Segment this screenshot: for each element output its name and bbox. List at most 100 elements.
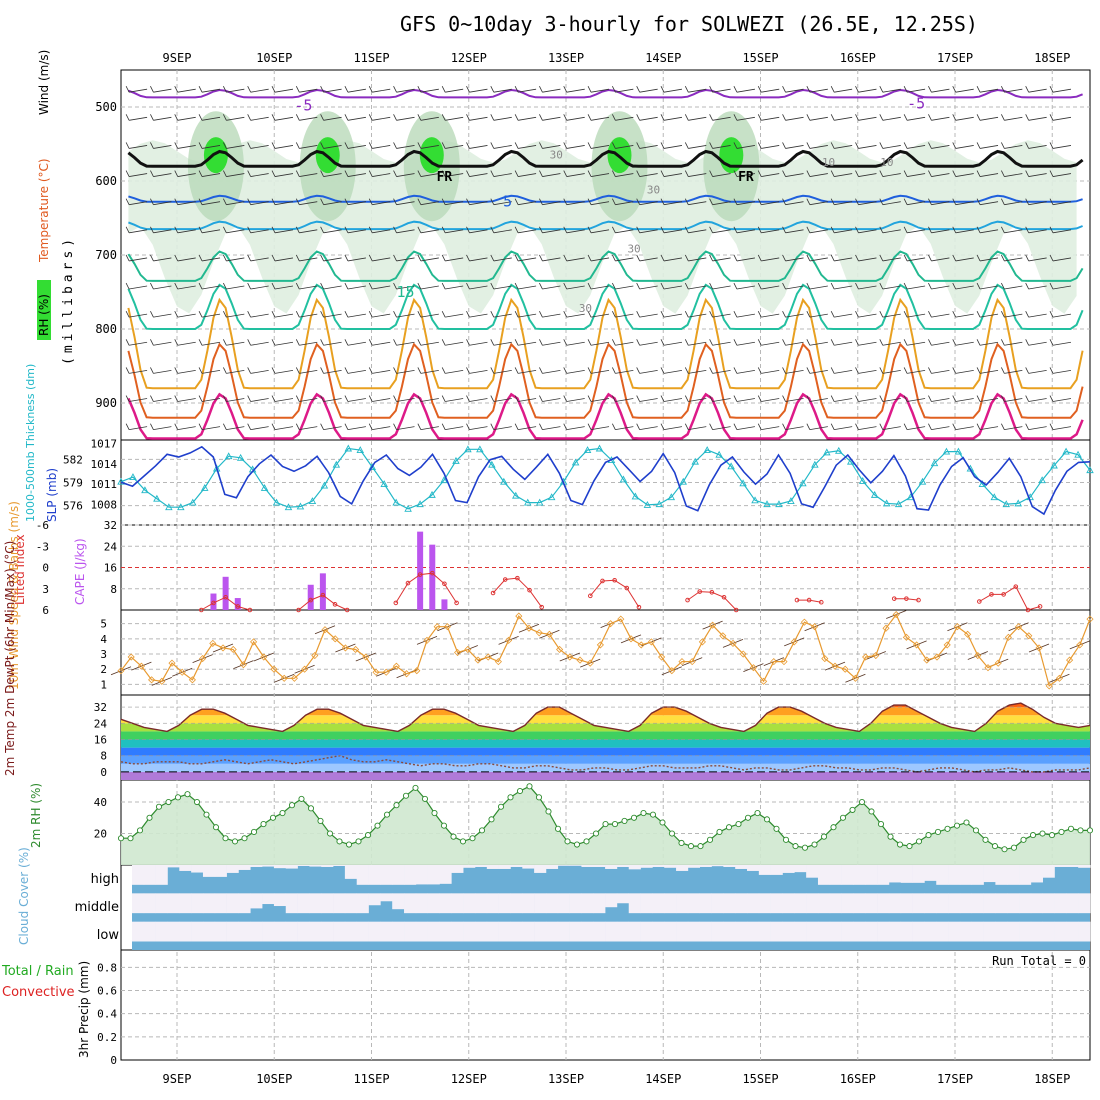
wind-barb-flag [222,198,227,205]
cloud-clear-low [936,921,949,942]
date-label-bottom: 11SEP [353,1072,389,1086]
cloud-clear-middle [226,893,239,914]
cloud-clear-low [344,921,358,942]
wind-barb [834,285,853,290]
thickness-point [1038,476,1046,484]
wind-barb-flag [295,423,300,430]
wind-barb [858,88,877,93]
wind-barb [372,116,391,121]
wind-barb [615,285,634,290]
rh-point [317,817,324,824]
wind-barb-flag [903,226,908,233]
wind10m-point [1035,644,1043,652]
cloud-clear-low [486,921,499,942]
wind10m-point [535,629,543,637]
wind-barb [323,313,342,318]
wind-barb-flag [879,423,884,430]
li-point [308,597,314,603]
wind10m-point [1086,615,1094,623]
wind-barb-flag [393,423,397,430]
li-tick: -3 [36,540,49,553]
wind-barb [809,229,828,234]
wind-barb-flag [344,142,349,149]
cloud-clear-high [486,865,499,869]
rh-ylabel-group: 2m RH (%) [29,783,43,848]
wind-barb-flag [733,339,738,346]
wind-barb [153,370,172,374]
wind-barb-flag [539,310,543,318]
wind-barb-flag [952,170,957,177]
wind-barb-flag [830,310,835,318]
wind-barb [979,88,999,93]
wind-barb-flag [757,114,762,121]
cloud-clear-low [593,921,606,942]
cloud-clear-middle [427,893,440,914]
rh-label: RH (%) [37,294,51,336]
cloud-clear-middle [557,893,570,914]
wind-barb [785,285,804,290]
wind-barb-flag [247,310,252,318]
wind-barb-flag [660,367,665,374]
cloud-clear-high [616,865,630,867]
wind-tick: 4 [100,633,107,646]
wind-barb [469,341,488,346]
wind-barb-flag [320,170,324,177]
cloud-clear-high [273,865,287,869]
wind10m-point [831,662,839,670]
wind-barb [639,229,658,234]
wind-barb-flag [757,142,762,149]
wind-barb [250,257,269,262]
wind-barb-flag [879,226,884,233]
wind-barb-flag [782,142,786,149]
wind-barb [615,145,634,149]
wind-barb [518,370,537,374]
wind10m-point [321,626,329,634]
wind-barb-flag [660,86,665,93]
date-label-top: 13SEP [548,51,584,65]
thickness-point [583,446,592,453]
slp-tick: 1014 [91,458,118,471]
wind-barb [493,285,512,290]
cloud-clear-middle [829,893,842,914]
rh-point [1010,844,1018,851]
li-point [247,607,253,613]
wind-barb-flag [709,254,713,262]
wind-barb-flag [952,395,957,402]
wind-barb [469,426,488,431]
wind-barb-flag [976,226,981,233]
wind-barb-flag [271,198,276,205]
cloud-clear-high [191,865,204,873]
wind10m-point [586,659,594,667]
cloud-clear-middle [806,893,819,914]
wind-barb [979,313,999,318]
wind-tick: 1 [100,678,107,691]
cloud-clear-middle [321,893,334,914]
cloud-clear-low [983,921,996,942]
wind-barb [420,370,439,374]
cloud-clear-low [451,921,464,942]
wind-barb [809,285,828,290]
thickness-point [380,480,388,487]
wind-barb-flag [782,367,786,374]
wind-barb [615,398,634,402]
li-point [393,600,399,606]
li-line [395,572,458,604]
li-point [891,596,897,601]
cloud-clear-middle [380,893,393,902]
cloud-clear-middle [1078,893,1091,914]
wind-barb-flag [441,339,446,346]
li-point [697,589,703,594]
rh-point [222,835,229,842]
thickness-point [512,491,520,499]
wind-barb [979,145,999,149]
cloud-layer-label: high [91,872,119,887]
wind10m-point [352,645,360,654]
thickness-point [356,446,365,453]
wind-barb [129,201,148,206]
cloud-clear-middle [959,893,973,914]
wind-barb-flag [466,254,470,262]
wind-barb-flag [466,310,470,318]
wind-barb [201,257,221,262]
wind-barb [663,116,683,121]
wind-barb [785,370,804,374]
